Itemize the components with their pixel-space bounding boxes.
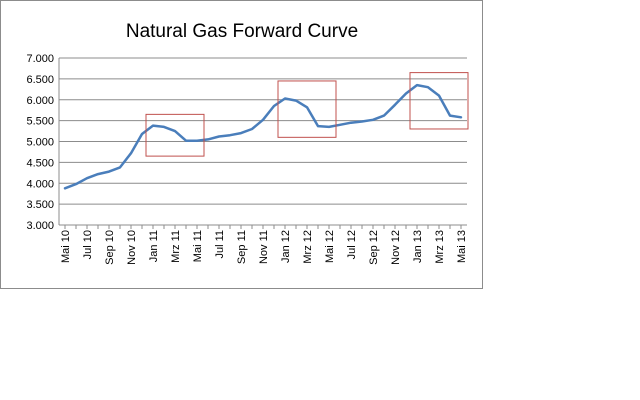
chart-title: Natural Gas Forward Curve <box>126 21 358 42</box>
x-tick-label: Jan 11 <box>148 230 160 262</box>
x-tick-label: Mai 13 <box>456 230 468 263</box>
highlight-box <box>145 113 205 157</box>
highlight-box <box>277 80 337 138</box>
x-tick-label: Sep 11 <box>236 230 248 264</box>
y-tick-label: 4.000 <box>26 178 54 190</box>
x-tick-label: Mai 10 <box>60 230 72 263</box>
x-tick-label: Jul 10 <box>82 230 94 259</box>
x-tick-label: Sep 10 <box>104 230 116 265</box>
x-tick-label: Nov 10 <box>126 230 138 265</box>
x-tick-label: Mrz 13 <box>434 230 446 264</box>
y-tick-label: 7.000 <box>26 53 54 65</box>
x-tick-label: Mrz 11 <box>170 230 182 263</box>
x-tick-label: Jan 13 <box>412 230 424 263</box>
y-tick-label: 6.500 <box>26 74 54 86</box>
line-chart: Natural Gas Forward Curve 3.000 3.500 4.00… <box>26 21 469 265</box>
x-tick-label: Mrz 12 <box>302 230 314 264</box>
x-tick-label: Jan 12 <box>280 230 292 263</box>
y-tick-label: 6.000 <box>26 95 54 107</box>
y-tick-label: 3.000 <box>26 220 54 232</box>
series-line <box>63 83 463 190</box>
y-tick-label: 5.000 <box>26 137 54 149</box>
chart-frame: Natural Gas Forward Curve 3.000 3.500 4.00… <box>0 0 483 289</box>
y-tick-label: 3.500 <box>26 199 54 211</box>
x-tick-label: Jul 11 <box>214 230 226 259</box>
y-tick-label: 4.500 <box>26 157 54 169</box>
highlight-box <box>409 72 469 130</box>
x-tick-label: Nov 11 <box>258 230 270 264</box>
y-tick-label: 5.500 <box>26 116 54 128</box>
x-tick-label: Nov 12 <box>390 230 402 265</box>
x-tick-label: Mai 12 <box>324 230 336 263</box>
x-tick-label: Jul 12 <box>346 230 358 259</box>
x-tick-label: Mai 11 <box>192 230 204 262</box>
x-tick-label: Sep 12 <box>368 230 380 265</box>
